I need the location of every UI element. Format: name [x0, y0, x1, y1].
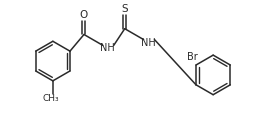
- Text: Br: Br: [187, 52, 197, 62]
- Text: S: S: [122, 4, 128, 14]
- Text: O: O: [80, 10, 88, 20]
- Text: NH: NH: [141, 38, 156, 47]
- Text: CH₃: CH₃: [43, 94, 59, 103]
- Text: NH: NH: [100, 43, 115, 53]
